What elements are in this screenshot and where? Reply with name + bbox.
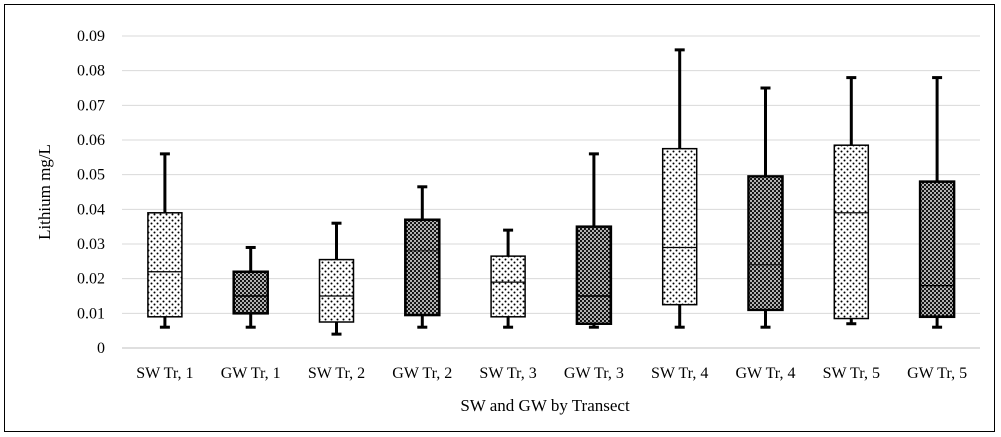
box-9 (833, 76, 870, 326)
y-tick-label: 0.07 (77, 97, 105, 114)
y-axis-title: Lithium mg/L (35, 144, 54, 240)
box-6 (575, 152, 613, 329)
y-tick-label: 0.09 (77, 28, 105, 45)
iqr-box (833, 144, 870, 320)
iqr-box (918, 180, 956, 319)
iqr-box (747, 175, 784, 312)
box-3 (318, 221, 355, 336)
y-tick-label: 0.02 (77, 271, 105, 288)
box-7 (661, 48, 698, 329)
box-8 (747, 86, 784, 329)
x-tick-label: GW Tr, 5 (907, 365, 967, 382)
y-tick-label: 0 (97, 340, 105, 357)
y-tick-label: 0.03 (77, 236, 105, 253)
y-tick-label: 0.05 (77, 167, 105, 184)
y-tick-label: 0.08 (77, 63, 105, 80)
x-axis-title: SW and GW by Transect (460, 396, 630, 415)
iqr-box (404, 218, 441, 317)
x-tick-label: SW Tr, 2 (308, 365, 365, 382)
y-tick-label: 0.01 (77, 305, 105, 322)
x-tick-label: GW Tr, 3 (564, 365, 624, 382)
iqr-box (490, 255, 526, 318)
x-tick-label: SW Tr, 3 (479, 365, 536, 382)
x-tick-label: GW Tr, 4 (736, 365, 796, 382)
y-axis-ticks: 0 0.01 0.02 0.03 0.04 0.05 0.06 0.07 0.08 0.09 (77, 28, 105, 357)
iqr-box (232, 270, 269, 315)
box-2 (232, 245, 269, 329)
x-tick-label: GW Tr, 2 (392, 365, 452, 382)
iqr-box (318, 258, 355, 323)
boxes (147, 48, 956, 336)
box-4 (404, 185, 441, 329)
x-tick-label: GW Tr, 1 (221, 365, 281, 382)
x-tick-label: SW Tr, 1 (136, 365, 193, 382)
box-10 (918, 76, 956, 329)
y-tick-label: 0.04 (77, 201, 105, 218)
iqr-box (661, 147, 698, 306)
iqr-box (147, 212, 183, 318)
box-5 (490, 228, 526, 329)
x-tick-label: SW Tr, 5 (823, 365, 880, 382)
iqr-box (575, 225, 613, 325)
x-axis-ticks: SW Tr, 1 GW Tr, 1 SW Tr, 2 GW Tr, 2 SW Tr, 3… (136, 365, 967, 382)
x-tick-label: SW Tr, 4 (651, 365, 708, 382)
y-tick-label: 0.06 (77, 132, 105, 149)
box-1 (147, 152, 183, 329)
